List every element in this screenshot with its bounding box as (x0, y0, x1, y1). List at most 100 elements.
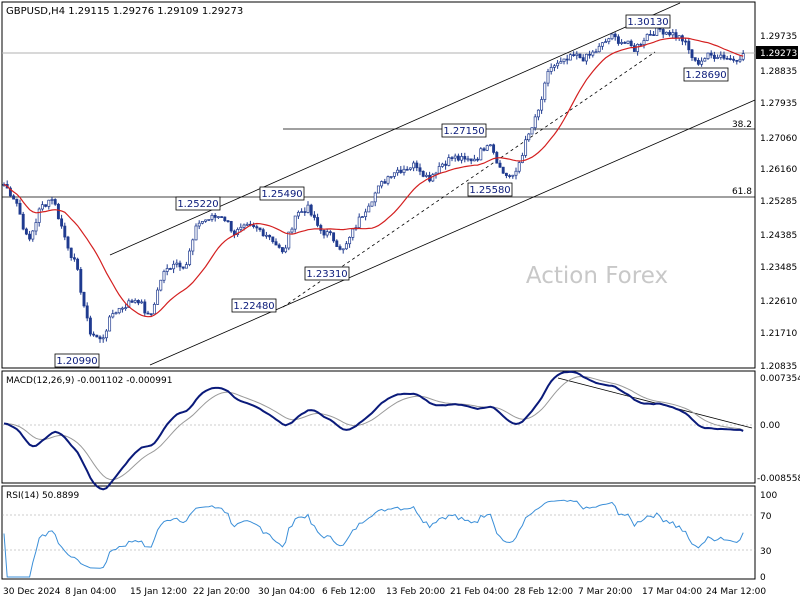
candle-body (223, 216, 227, 221)
candle-body (399, 169, 403, 173)
candle-body (591, 51, 595, 56)
candle-body (344, 243, 348, 250)
candle-body (556, 62, 560, 67)
candle-body (552, 65, 556, 68)
candle-body (482, 148, 486, 151)
candle-body (719, 54, 723, 58)
candle-body (98, 336, 102, 340)
macd-header: MACD(12,26,9) -0.001102 -0.000991 (6, 376, 172, 386)
candle-body (63, 225, 67, 238)
candle-body (264, 234, 268, 237)
candle-body (549, 67, 553, 72)
candle-body (479, 148, 483, 161)
candle-body (24, 228, 28, 235)
candle-body (543, 82, 547, 100)
candle-body (536, 109, 540, 118)
candle-body (319, 225, 323, 231)
rsi-tick: 30 (760, 547, 772, 557)
candle-body (476, 158, 480, 161)
candle-body (472, 158, 476, 162)
candles (2, 24, 745, 343)
candle-body (114, 312, 118, 315)
annotation-label: 1.27150 (443, 126, 484, 137)
price-tick: 1.22610 (760, 297, 797, 307)
candle-body (469, 158, 473, 162)
annotation-3: 1.25490 (259, 186, 305, 201)
candle-body (111, 313, 115, 318)
candle-body (632, 45, 636, 52)
candle-body (437, 166, 441, 174)
candle-body (60, 218, 64, 227)
candle-body (335, 240, 339, 247)
candle-body (18, 202, 22, 215)
macd-signal-line (3, 375, 744, 481)
time-tick: 21 Feb 04:00 (450, 587, 509, 597)
candle-body (360, 216, 364, 218)
time-tick: 15 Jan 12:00 (130, 587, 187, 597)
candle-body (687, 40, 691, 51)
candle-body (703, 58, 707, 62)
candle-body (588, 53, 592, 56)
candle-body (584, 53, 588, 62)
candle-body (722, 54, 726, 59)
candle-body (568, 54, 572, 61)
candle-body (165, 268, 169, 272)
candle-body (674, 32, 678, 39)
candle-body (184, 264, 188, 269)
candle-body (684, 40, 688, 43)
candle-body (613, 33, 617, 38)
rsi-tick: 70 (760, 512, 772, 522)
candle-body (405, 168, 409, 171)
price-tick: 1.26160 (760, 165, 797, 175)
candle-body (146, 312, 150, 315)
candle-body (348, 237, 352, 245)
candle-body (712, 54, 716, 59)
candle-body (316, 217, 320, 226)
rsi-tick: 0 (760, 573, 766, 583)
candle-body (143, 301, 147, 314)
candle-body (268, 234, 272, 238)
annotation-label: 1.25490 (261, 189, 302, 200)
candle-body (328, 231, 332, 234)
annotation-9: 1.28690 (683, 67, 729, 82)
candle-body (383, 181, 387, 184)
annotation-label: 1.28690 (685, 70, 726, 81)
watermark: Action Forex (526, 263, 668, 289)
candle-body (616, 36, 620, 44)
candle-body (396, 169, 400, 174)
candle-body (716, 57, 720, 59)
channel-upper-line (109, 2, 681, 256)
candle-body (620, 42, 624, 44)
candle-body (255, 226, 259, 229)
candle-body (341, 248, 345, 251)
annotation-1: 1.20990 (54, 353, 100, 368)
candle-body (120, 307, 124, 310)
candle-body (453, 155, 457, 159)
candle-body (677, 35, 681, 39)
candle-body (725, 58, 729, 60)
candle-body (540, 99, 544, 111)
candle-body (488, 144, 492, 147)
time-tick: 6 Feb 12:00 (322, 587, 376, 597)
candle-body (31, 230, 35, 240)
candle-body (581, 57, 585, 62)
time-tick: 13 Feb 20:00 (386, 587, 445, 597)
candle-body (172, 263, 176, 270)
candle-body (559, 61, 563, 64)
candle-body (460, 156, 464, 161)
annotation-label: 1.23310 (306, 269, 347, 280)
candle-body (175, 262, 179, 265)
candle-body (8, 187, 12, 197)
candle-body (376, 185, 380, 194)
main-header: GBPUSD,H4 1.29115 1.29276 1.29109 1.2927… (6, 6, 243, 17)
candle-body (610, 33, 614, 40)
rsi-line (3, 499, 744, 578)
candle-body (162, 271, 166, 281)
candle-body (639, 44, 643, 46)
candle-body (504, 172, 508, 176)
candle-body (12, 195, 16, 200)
candle-body (492, 144, 496, 153)
candle-body (728, 58, 732, 60)
candle-body (245, 223, 249, 226)
